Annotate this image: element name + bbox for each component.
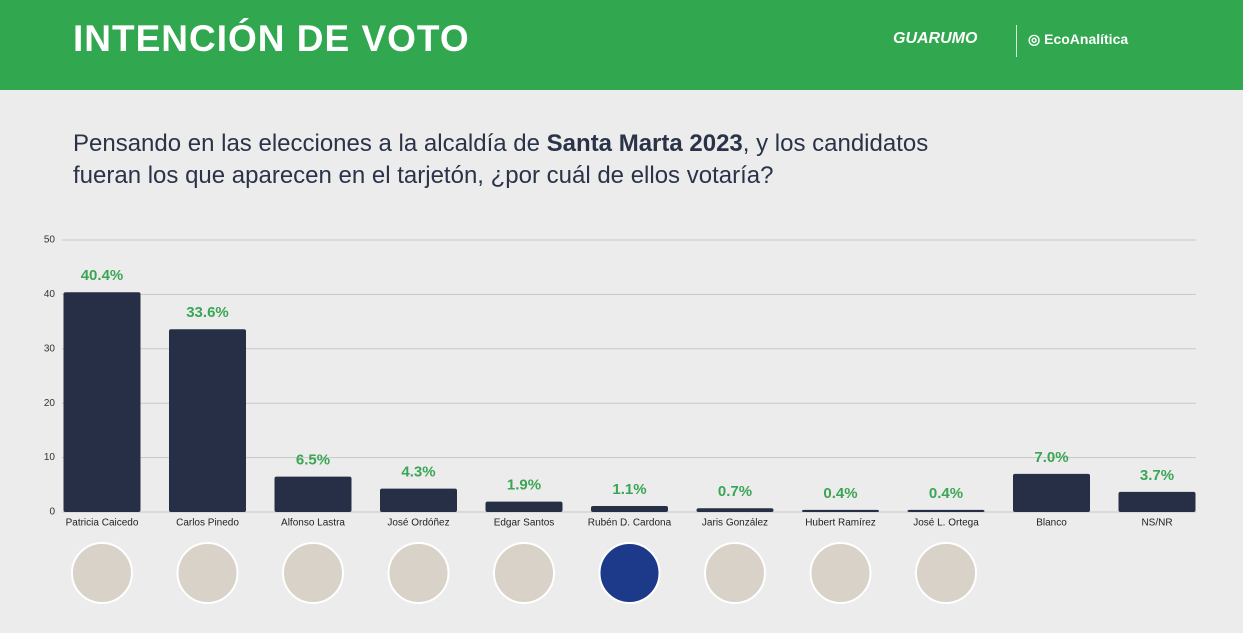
logo-text: EcoAnalítica [1044, 31, 1129, 47]
x-tick-label: Alfonso Lastra [281, 518, 345, 529]
y-tick-label: 10 [44, 452, 56, 463]
x-tick-label: Carlos Pinedo [176, 518, 239, 529]
y-tick-label: 40 [44, 289, 56, 300]
x-tick-label: Blanco [1036, 518, 1067, 529]
bar [907, 509, 985, 512]
candidate-photo [387, 542, 450, 604]
x-tick-label: Patricia Caicedo [66, 518, 139, 529]
value-label: 0.4% [929, 485, 963, 502]
y-tick-label: 0 [49, 507, 55, 518]
value-label: 0.7% [718, 483, 752, 500]
bar [274, 476, 352, 512]
x-tick-label: José L. Ortega [913, 518, 979, 529]
bar [696, 508, 774, 512]
candidate-photo [71, 542, 133, 604]
bar [485, 501, 563, 512]
question-emphasis: Santa Marta 2023 [546, 130, 743, 157]
x-tick-label: José Ordóñez [387, 518, 449, 529]
value-label: 40.4% [81, 267, 124, 284]
candidate-photo [176, 542, 239, 604]
bar [1118, 491, 1196, 512]
value-label: 1.1% [612, 481, 646, 498]
bar [63, 292, 141, 512]
header: INTENCIÓN DE VOTO GUARUMO ◎ EcoAnalítica [0, 0, 1243, 90]
bar [1013, 473, 1090, 512]
value-label: 1.9% [507, 477, 541, 494]
x-tick-label: NS/NR [1141, 518, 1172, 529]
x-tick-label: Rubén D. Cardona [588, 518, 672, 529]
divider [1016, 25, 1017, 57]
value-label: 7.0% [1034, 449, 1068, 466]
candidate-photo [915, 542, 977, 604]
candidate-photo [704, 542, 766, 604]
bar [591, 506, 668, 512]
y-tick-label: 50 [44, 235, 56, 246]
candidate-photo [493, 542, 555, 604]
question-text: Pensando en las elecciones a la alcaldía… [73, 130, 547, 157]
candidate-photo [282, 542, 344, 604]
value-label: 3.7% [1140, 467, 1174, 484]
y-tick-label: 20 [44, 398, 56, 409]
candidate-photo [809, 542, 872, 604]
value-label: 6.5% [296, 452, 330, 469]
x-tick-label: Jaris González [702, 518, 768, 529]
x-tick-label: Edgar Santos [494, 518, 555, 529]
x-tick-label: Hubert Ramírez [805, 518, 876, 529]
logo: GUARUMO [893, 30, 978, 47]
question-text: , y los candidatos fueran los que aparec… [73, 130, 929, 189]
bar [802, 509, 879, 512]
page-title: INTENCIÓN DE VOTO [73, 18, 470, 59]
value-label: 4.3% [401, 464, 435, 481]
value-label: 33.6% [186, 304, 229, 321]
y-tick-label: 30 [44, 343, 56, 354]
candidate-photo [598, 542, 661, 604]
bar [169, 329, 246, 512]
logo: ◎ EcoAnalítica [1028, 31, 1129, 47]
value-label: 0.4% [823, 485, 857, 502]
question: Pensando en las elecciones a la alcaldía… [73, 128, 973, 192]
bar [380, 488, 457, 512]
